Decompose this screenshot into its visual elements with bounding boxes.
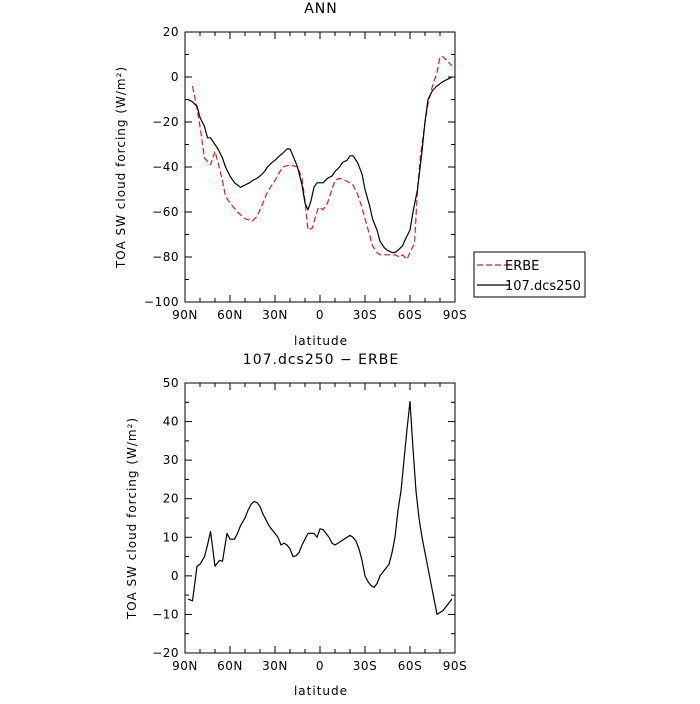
legend: ERBE 107.dcs250: [473, 251, 586, 298]
y-tick-label: 50: [163, 376, 179, 390]
bottom-chart: 107.dcs250 − ERBE −20 −10 0 10 20 30 40 50 90N 6…: [125, 352, 467, 698]
y-tick-label: 0: [171, 569, 179, 583]
y-tick-label: −20: [152, 115, 179, 129]
y-axis-label: TOA SW cloud forcing (W/m²): [125, 417, 139, 620]
y-axis-label: TOA SW cloud forcing (W/m²): [114, 66, 128, 269]
y-axis: −20 −10 0 10 20 30 40 50: [152, 376, 455, 660]
x-tick-label: 90S: [443, 308, 467, 322]
x-tick-label: 0: [316, 659, 324, 673]
series-group: [187, 56, 453, 260]
chart-title: 107.dcs250 − ERBE: [243, 352, 399, 368]
x-tick-label: 60S: [398, 659, 422, 673]
x-tick-label: 30S: [353, 308, 377, 322]
y-tick-label: −40: [152, 160, 179, 174]
plot-frame: [184, 382, 456, 654]
y-tick-label: −20: [152, 646, 179, 660]
x-tick-label: 0: [316, 308, 324, 322]
x-tick-label: 90N: [172, 308, 198, 322]
y-tick-label: −80: [152, 250, 179, 264]
y-tick-label: −10: [152, 607, 179, 621]
legend-box: [473, 251, 586, 298]
y-tick-label: 40: [163, 415, 179, 429]
x-tick-label: 60N: [217, 308, 243, 322]
series-line-107-dcs250: [187, 76, 453, 254]
top-chart: ANN −100 −80 −60 −40 −20 0 20 90N 60N 30N 0 30S 60S…: [114, 1, 467, 348]
x-tick-label: 60S: [398, 308, 422, 322]
x-tick-label: 90N: [172, 659, 198, 673]
x-axis-label: latitude: [294, 334, 348, 348]
legend-label-model: 107.dcs250: [505, 279, 581, 294]
y-tick-label: 20: [163, 492, 179, 506]
y-tick-label: 0: [171, 70, 179, 84]
legend-label-erbe: ERBE: [505, 259, 539, 274]
series-group: [187, 400, 453, 616]
y-tick-label: −100: [144, 295, 179, 309]
y-tick-label: 30: [163, 453, 179, 467]
x-tick-label: 90S: [443, 659, 467, 673]
y-tick-label: 20: [163, 25, 179, 39]
series-line-erbe: [191, 56, 453, 260]
x-tick-label: 30N: [262, 308, 288, 322]
x-tick-label: 30S: [353, 659, 377, 673]
y-tick-label: 10: [163, 530, 179, 544]
y-tick-label: −60: [152, 205, 179, 219]
x-axis: 90N 60N 30N 0 30S 60S 90S: [172, 32, 467, 322]
series-line-difference: [187, 400, 453, 616]
x-axis: 90N 60N 30N 0 30S 60S 90S: [172, 383, 467, 673]
x-tick-label: 60N: [217, 659, 243, 673]
x-tick-label: 30N: [262, 659, 288, 673]
chart-title: ANN: [304, 1, 338, 17]
y-axis: −100 −80 −60 −40 −20 0 20: [144, 25, 455, 309]
x-axis-label: latitude: [294, 684, 348, 698]
